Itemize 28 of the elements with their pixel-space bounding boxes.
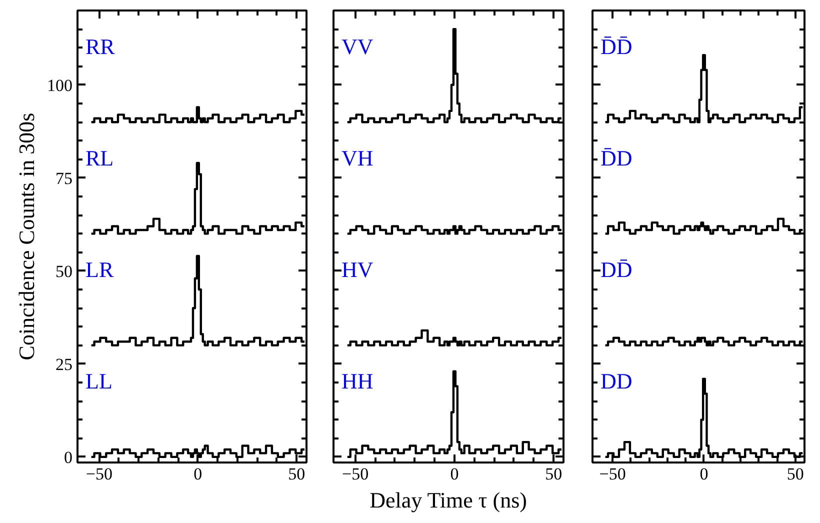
x-tick-label: 50 <box>545 464 562 484</box>
x-tick-label: −50 <box>599 464 626 484</box>
legend-label: RR <box>86 34 116 59</box>
x-tick-label: −50 <box>86 464 113 484</box>
legend-label: RL <box>86 145 114 170</box>
legend-label: DD̄ <box>600 257 632 282</box>
y-tick-label: 25 <box>56 354 72 374</box>
legend-label: VH <box>342 145 374 170</box>
y-tick-label: 50 <box>56 262 72 281</box>
x-tick-label: 0 <box>700 464 708 484</box>
y-tick-label: 100 <box>47 76 72 95</box>
legend-label: HV <box>342 257 374 282</box>
legend-label: DD <box>600 368 632 394</box>
legend-label: HH <box>342 368 374 394</box>
x-tick-label: 0 <box>194 464 202 484</box>
y-axis-title: Coincidence Counts in 300s <box>14 112 39 360</box>
x-tick-label: −50 <box>342 464 369 484</box>
legend-label: VV <box>342 34 374 59</box>
legend-label: D̄D̄ <box>600 34 632 59</box>
y-tick-label: 75 <box>56 168 72 188</box>
legend-label: LR <box>86 257 114 282</box>
x-tick-label: 0 <box>450 464 459 484</box>
x-tick-label: 50 <box>786 464 804 484</box>
x-tick-label: 50 <box>288 464 306 484</box>
y-tick-label: 0 <box>64 448 72 467</box>
x-axis-title: Delay Time τ (ns) <box>370 488 527 512</box>
legend-label: LL <box>86 368 112 394</box>
legend-label: D̄D <box>600 145 632 170</box>
